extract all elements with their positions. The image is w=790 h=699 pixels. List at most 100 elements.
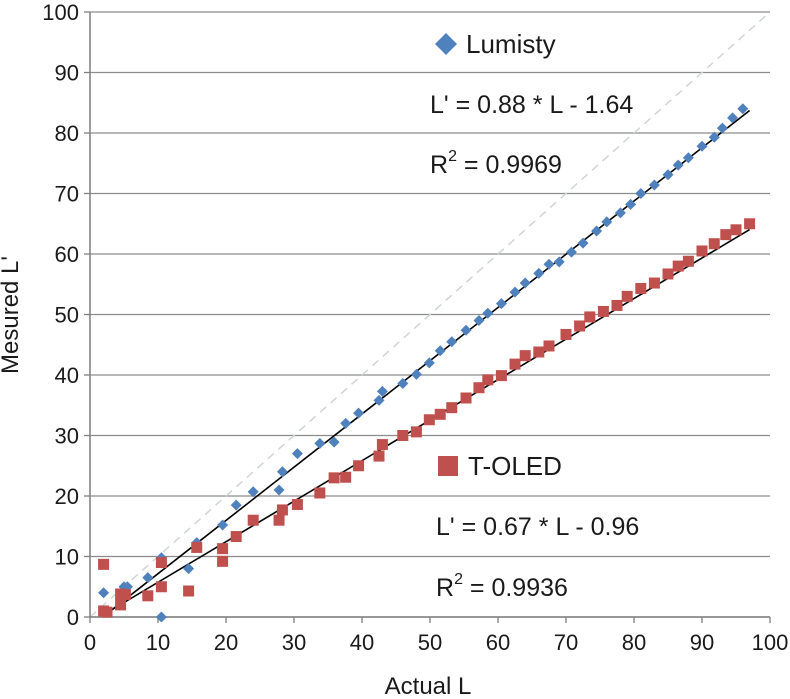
point-1-38 [574,320,586,332]
point-1-23 [376,439,388,451]
point-0-16 [328,436,340,448]
y-tick-label-8: 80 [55,121,79,146]
point-1-44 [648,277,660,289]
point-1-43 [635,282,647,294]
y-axis-title: Mesured L' [0,256,24,374]
x-tick-label-0: 0 [84,630,96,655]
point-1-27 [434,408,446,420]
point-0-26 [460,324,472,336]
point-1-21 [353,460,365,472]
point-1-8 [155,581,167,593]
point-1-15 [273,514,285,526]
point-1-49 [708,238,720,250]
point-0-11 [247,486,259,498]
point-0-12 [273,484,285,496]
y-tick-label-10: 100 [42,0,79,25]
point-1-29 [460,392,472,404]
r-squared-t-oled: R2 = 0.9936 [436,571,568,602]
x-tick-label-4: 40 [350,630,374,655]
r2-value-t-oled: = 0.9936 [463,574,568,602]
r-squared-lumisty: R2 = 0.9969 [430,148,562,179]
series-1 [98,218,756,618]
point-0-40 [625,198,637,210]
point-0-39 [614,207,626,219]
legend-marker-t-oled [438,456,458,476]
series-0 [98,103,749,623]
legend-label-lumisty: Lumisty [466,29,556,59]
r2-label-t-oled: R [436,574,454,602]
point-1-25 [410,426,422,438]
point-0-4 [142,572,154,584]
r2-superscript-lumisty: 2 [448,148,457,165]
point-1-6 [142,590,154,602]
x-tick-label-7: 70 [554,630,578,655]
data-points [98,103,756,623]
x-tick-label-8: 80 [622,630,646,655]
point-1-19 [328,472,340,484]
point-1-20 [340,471,352,483]
point-1-31 [482,374,494,386]
equation-t-oled: L' = 0.67 * L - 0.96 [436,513,639,541]
point-0-47 [708,131,720,143]
y-tick-label-1: 10 [55,545,79,570]
y-tick-label-0: 0 [67,605,79,630]
point-0-7 [183,563,195,575]
point-0-33 [543,258,555,270]
point-1-39 [584,311,596,323]
point-0-17 [340,417,352,429]
point-1-36 [543,340,555,352]
x-tick-label-2: 20 [214,630,238,655]
y-tick-labels: 0 10 20 30 40 50 60 70 80 90 100 [42,0,79,630]
point-1-3 [115,599,127,611]
point-0-14 [291,448,303,460]
point-0-28 [482,307,494,319]
point-0-25 [446,336,458,348]
point-0-41 [635,188,647,199]
point-1-11 [217,555,229,567]
point-1-41 [611,299,623,311]
point-0-35 [565,246,577,258]
point-1-34 [519,350,531,362]
equation-lumisty: L' = 0.88 * L - 1.64 [430,91,633,119]
point-1-26 [423,414,435,426]
point-0-50 [737,103,749,115]
y-tick-label-9: 90 [55,61,79,86]
point-0-42 [648,179,660,191]
point-1-0 [98,558,110,570]
point-0-44 [672,159,684,171]
point-0-24 [434,345,446,357]
point-0-43 [662,169,674,181]
point-1-46 [672,260,684,272]
point-0-31 [519,277,531,289]
x-axis-title: Actual L [385,673,472,699]
x-tick-label-6: 60 [486,630,510,655]
point-1-10 [191,541,203,553]
point-1-37 [560,328,572,340]
identity-reference-line [89,11,771,618]
point-1-48 [696,245,708,257]
point-0-22 [410,368,422,380]
r2-value-lumisty: = 0.9969 [457,151,562,179]
x-tick-label-3: 30 [282,630,306,655]
point-0-49 [727,112,739,124]
point-1-17 [291,498,303,510]
point-1-18 [314,487,326,499]
point-0-34 [553,256,565,268]
point-1-5 [119,589,131,601]
point-1-32 [495,370,507,382]
point-1-45 [662,268,674,280]
point-0-48 [716,122,728,134]
point-1-14 [247,514,259,526]
x-tick-label-1: 10 [146,630,170,655]
point-1-2 [101,606,113,618]
point-0-20 [376,385,388,397]
x-tick-labels: 0 10 20 30 40 50 60 70 80 90 100 [84,630,788,655]
point-0-21 [397,377,409,389]
x-tick-label-5: 50 [418,630,442,655]
point-0-37 [591,225,603,237]
point-1-9 [183,585,195,597]
y-tick-label-3: 30 [55,424,79,449]
x-tick-label-9: 90 [690,630,714,655]
legend-label-t-oled: T-OLED [468,451,562,481]
